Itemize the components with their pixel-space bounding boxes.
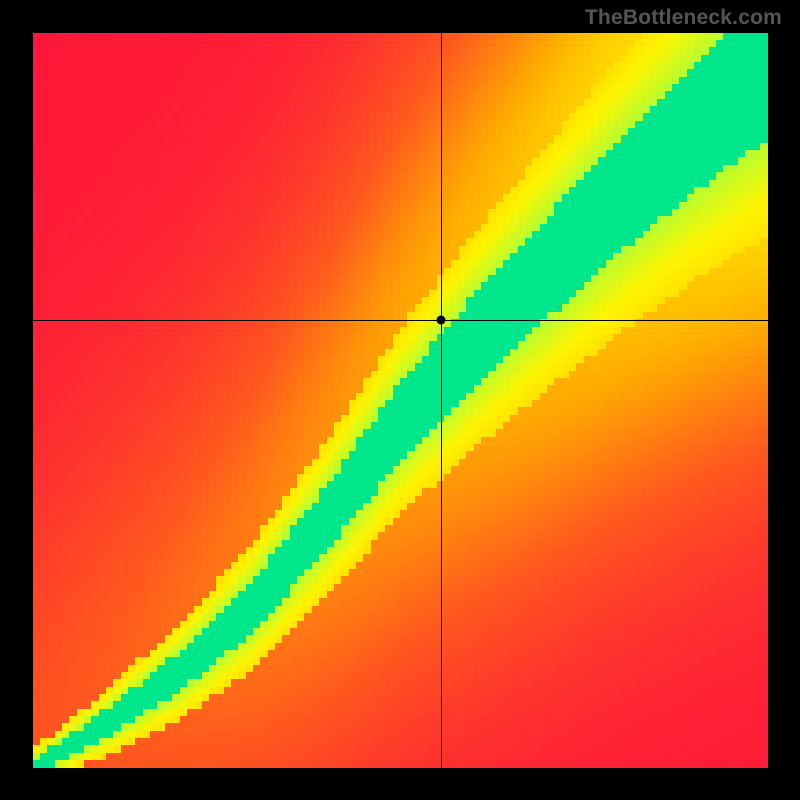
marker-dot	[436, 315, 445, 324]
crosshair-horizontal	[33, 320, 768, 321]
heatmap-plot	[33, 33, 768, 768]
heatmap-canvas	[33, 33, 768, 768]
crosshair-vertical	[441, 33, 442, 768]
chart-container: TheBottleneck.com	[0, 0, 800, 800]
watermark-text: TheBottleneck.com	[585, 6, 782, 30]
